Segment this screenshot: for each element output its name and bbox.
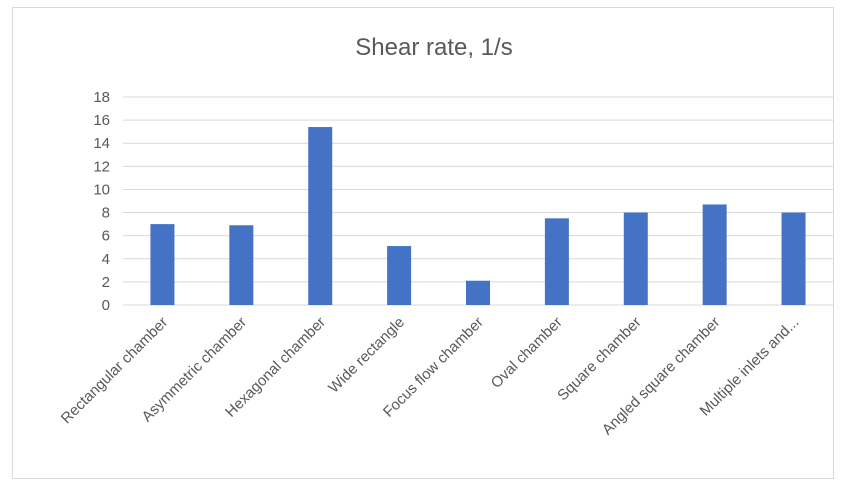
- bar: [229, 225, 254, 305]
- bar: [544, 218, 569, 305]
- y-tick-label: 16: [93, 112, 110, 129]
- bars: [150, 127, 806, 306]
- bar: [623, 212, 648, 305]
- x-tick-label: Square chamber: [554, 314, 644, 404]
- bar: [308, 127, 333, 306]
- y-tick-label: 2: [102, 274, 110, 291]
- bar: [702, 204, 727, 305]
- y-tick-label: 12: [93, 158, 110, 175]
- y-tick-label: 0: [102, 297, 110, 314]
- bar: [466, 280, 490, 305]
- y-tick-label: 6: [102, 228, 110, 245]
- y-tick-label: 4: [102, 251, 110, 268]
- bar: [781, 212, 806, 305]
- bar: [387, 246, 412, 305]
- chart-frame: [12, 7, 834, 479]
- chart-title: Shear rate, 1/s: [355, 34, 512, 61]
- y-axis-ticks: 0 2 4 6 8 10 12 14 16 18: [93, 89, 110, 314]
- x-tick-label: Oval chamber: [488, 314, 566, 392]
- x-tick-label: Wide rectangle: [325, 314, 408, 397]
- y-tick-label: 18: [93, 89, 110, 106]
- bar: [150, 224, 175, 305]
- y-tick-label: 8: [102, 205, 110, 222]
- y-tick-label: 14: [93, 135, 110, 152]
- y-tick-label: 10: [93, 181, 110, 198]
